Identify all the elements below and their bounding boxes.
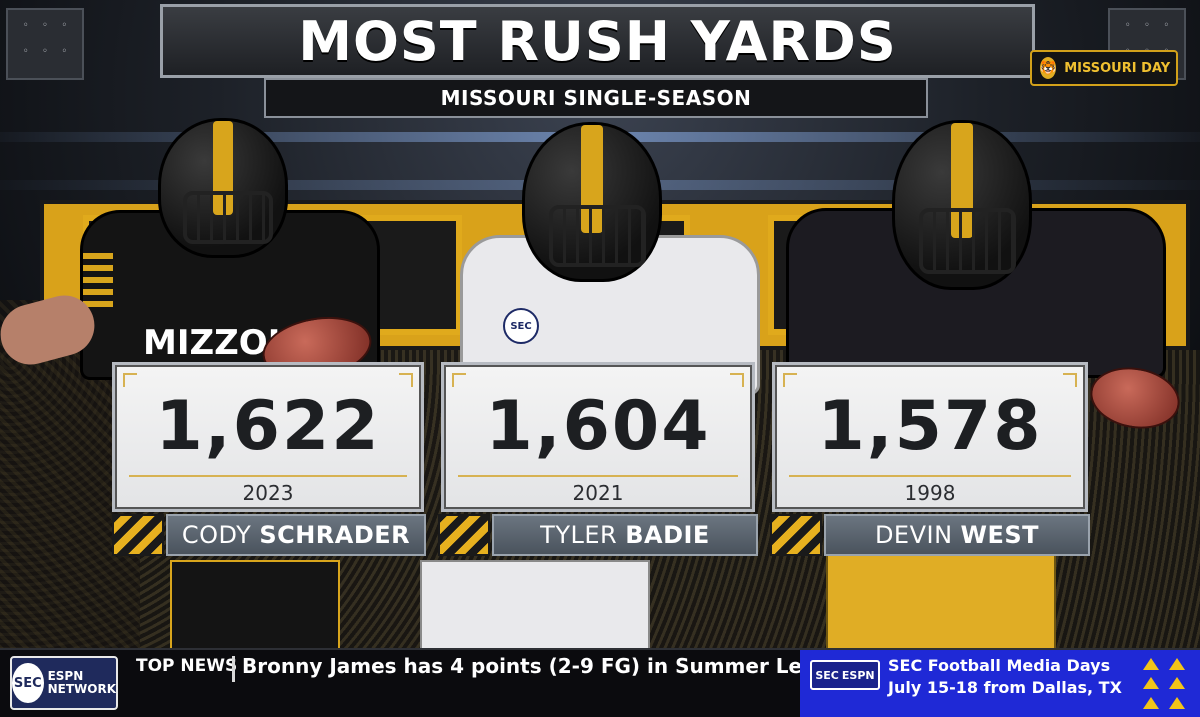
player-legs [420,560,650,650]
triangle-decor-icon [1140,656,1188,711]
player-first-name: CODY [181,521,252,549]
espn-text: ESPN [841,668,875,682]
stat-card: 1,578 1998 [772,362,1088,512]
player-last-name: WEST [960,521,1040,549]
stat-card: 1,622 2023 [112,362,424,512]
missouri-day-label: MISSOURI DAY [1064,60,1171,76]
graphic-title-box: MOST RUSH YARDS [160,4,1035,78]
sec-network-small-logo: SEC ESPN [810,660,880,690]
graphic-title: MOST RUSH YARDS [298,9,897,73]
rush-yards-value: 1,578 [817,387,1043,466]
player-nameplate: CODY SCHRADER [166,514,426,556]
season-year: 2021 [572,481,624,505]
helmet-icon [892,120,1032,290]
sec-logo-badge: SEC [12,663,44,703]
player-last-name: SCHRADER [259,521,411,549]
sec-badge-text: SEC [815,668,839,682]
graphic-subtitle: MISSOURI SINGLE-SEASON [440,86,752,110]
network-logo-bottom: NETWORK [47,682,116,696]
ticker-section-label: TOP NEWS [136,656,238,676]
rush-yards-value: 1,604 [485,387,711,466]
hazard-stripe-tab [438,514,490,556]
player-image-1: MIZZOU [0,110,430,650]
player-image-3 [780,118,1200,650]
player-first-name: DEVIN [874,521,953,549]
corner-decor-panel: ◦◦◦◦◦◦ [6,8,84,80]
sec-network-logo: SEC ESPN NETWORK [10,656,118,710]
hazard-stripe-tab [770,514,822,556]
helmet-icon [158,118,288,258]
season-year: 1998 [904,481,956,505]
hazard-stripe-tab [112,514,164,556]
stat-card: 1,604 2021 [441,362,755,512]
tiger-logo-icon: 🐯 [1038,55,1059,81]
player-nameplate: DEVIN WEST [824,514,1090,556]
promo-line-1: SEC Football Media Days [888,656,1111,675]
helmet-icon [522,122,662,282]
player-legs [170,560,340,650]
season-year: 2023 [242,481,294,505]
player-nameplate: TYLER BADIE [492,514,758,556]
player-last-name: BADIE [625,521,710,549]
graphic-subtitle-box: MISSOURI SINGLE-SEASON [264,78,928,118]
player-legs [826,554,1056,650]
news-ticker: SEC ESPN NETWORK TOP NEWS Bronny James h… [0,648,1200,717]
promo-line-2: July 15-18 from Dallas, TX [888,678,1122,697]
rush-yards-value: 1,622 [155,387,381,466]
network-logo-top: ESPN [47,669,84,683]
player-first-name: TYLER [540,521,618,549]
ticker-separator [232,656,235,682]
missouri-day-badge: 🐯 MISSOURI DAY [1030,50,1178,86]
promo-panel: SEC ESPN SEC Football Media Days July 15… [800,650,1200,717]
